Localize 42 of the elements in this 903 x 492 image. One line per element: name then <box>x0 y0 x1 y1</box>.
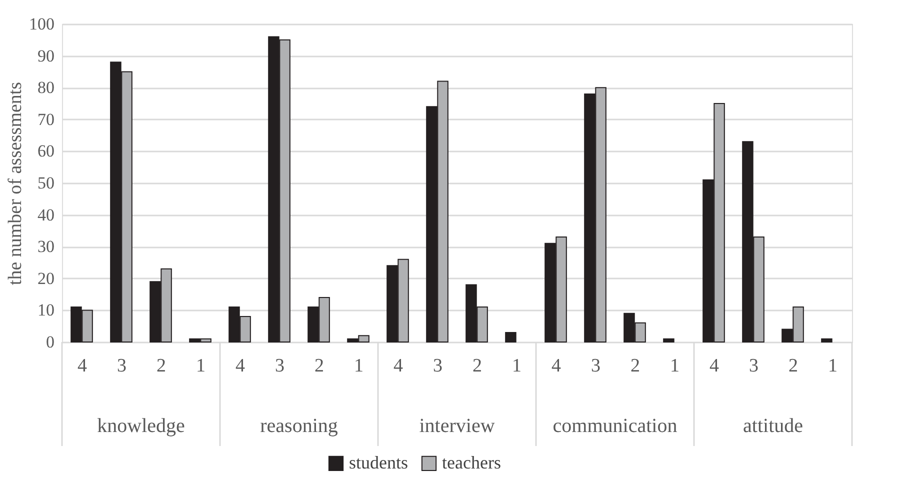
x-tick-label: 2 <box>156 356 166 376</box>
x-tick-label: 2 <box>630 356 640 376</box>
x-tick-label: 4 <box>394 356 404 376</box>
x-tick-label: 4 <box>78 356 88 376</box>
x-tick-label: 4 <box>710 356 720 376</box>
x-tick-label: 1 <box>670 356 680 376</box>
y-tick-label: 50 <box>38 174 54 192</box>
bar <box>821 338 832 342</box>
x-tick-label: 2 <box>472 356 482 376</box>
x-tick-label: 3 <box>117 356 126 376</box>
y-tick-label: 100 <box>29 14 54 34</box>
y-tick-label: 30 <box>38 237 54 256</box>
x-tick-label: 1 <box>828 356 838 376</box>
legend-label: students <box>349 452 408 472</box>
y-tick-label: 0 <box>46 332 54 352</box>
y-tick-label: 90 <box>38 46 54 66</box>
x-tick-label: 3 <box>433 356 442 376</box>
text: reasoning <box>260 415 338 437</box>
x-tick-label: 4 <box>552 356 562 376</box>
x-tick-label: 3 <box>749 356 758 376</box>
x-tick-label: 1 <box>196 356 206 376</box>
text: interview <box>419 415 496 437</box>
x-tick-label: 3 <box>275 356 284 376</box>
text: attitude <box>743 415 804 437</box>
x-tick-label: 1 <box>512 356 522 376</box>
legend-label: teachers <box>442 452 501 472</box>
x-tick-label: 2 <box>314 356 324 376</box>
x-tick-label: 4 <box>236 356 246 376</box>
text: communication <box>552 415 678 437</box>
x-tick-label: 1 <box>354 356 364 376</box>
x-tick-label: 3 <box>591 356 600 376</box>
y-tick-label: 80 <box>38 78 54 98</box>
y-axis-title: the number of assessments <box>5 82 26 286</box>
x-tick-label: 2 <box>788 356 798 376</box>
y-tick-label: 60 <box>38 142 54 161</box>
bar <box>663 338 674 342</box>
bar <box>505 332 516 342</box>
y-tick-label: 40 <box>38 205 54 224</box>
y-tick-label: 10 <box>38 300 54 320</box>
text: knowledge <box>97 415 185 437</box>
y-tick-label: 20 <box>38 268 54 288</box>
y-tick-label: 70 <box>38 110 54 129</box>
